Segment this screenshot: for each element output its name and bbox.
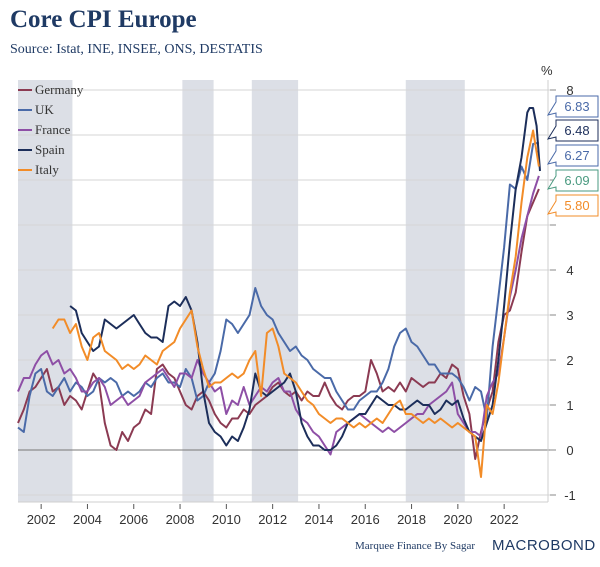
series-line-italy [51,129,540,478]
x-tick-label: 2018 [397,512,426,527]
y-axis-unit: % [541,63,553,78]
y-tick-label: 3 [566,308,573,323]
legend-swatch [18,108,32,112]
x-tick-label: 2008 [166,512,195,527]
x-tick-label: 2002 [27,512,56,527]
y-tick-label: 0 [566,443,573,458]
end-value-label: 6.27 [546,144,599,167]
end-value-label: 6.09 [546,169,599,192]
shaded-period [251,80,299,502]
axes [18,80,556,503]
callout-box [546,144,599,167]
x-tick-label: 2012 [258,512,287,527]
x-tick-label: 2022 [490,512,519,527]
callout-value: 6.09 [564,173,589,188]
legend-item-uk: UK [18,100,74,120]
callout-box [546,194,599,217]
x-axis-ticks: 2002 2004 2006 2008 2010 2012 2014 2016 2018 2020… [27,504,519,527]
shaded-period [182,80,214,502]
y-tick-label: 1 [566,398,573,413]
chart-title: Core CPI Europe [10,6,197,33]
legend-item-italy: Italy [18,160,74,180]
end-value-label: 5.80 [546,194,599,217]
legend-swatch [18,168,32,172]
callout-value: 6.83 [564,99,589,114]
shaded-periods [18,80,465,502]
callout-box [546,119,599,142]
end-value-label: 6.48 [546,119,599,142]
footer-credit: Marquee Finance By Sagar [355,540,476,552]
y-tick-label: 2 [566,353,573,368]
legend: Germany UK France Spain Italy [18,80,83,180]
legend-swatch [18,88,32,92]
callout-value: 6.27 [564,148,589,163]
legend-swatch [18,128,32,132]
y-tick-label: 4 [566,263,573,278]
x-tick-label: 2004 [73,512,102,527]
legend-label: Spain [35,142,65,157]
y-tick-label: -1 [564,488,576,503]
series-lines [17,107,541,478]
y-tick-label: 8 [566,83,573,98]
callout-value: 5.80 [564,198,589,213]
x-tick-label: 2020 [443,512,472,527]
end-value-labels: 6.83 6.48 6.27 6.09 5.80 [546,95,599,217]
legend-item-germany: Germany [18,80,83,100]
series-line-germany [17,188,540,460]
callout-box [546,169,599,192]
macrobond-logo: MACROBOND [492,537,596,554]
legend-item-france: France [18,120,74,140]
legend-item-spain: Spain [18,140,74,160]
x-tick-label: 2016 [351,512,380,527]
series-line-france [17,175,540,456]
legend-label: Italy [35,162,59,177]
legend-label: Germany [35,82,84,97]
callout-value: 6.48 [564,123,589,138]
x-tick-label: 2006 [119,512,148,527]
x-tick-label: 2010 [212,512,241,527]
end-value-label: 6.83 [546,95,599,118]
callout-box [546,95,599,118]
legend-label: UK [35,102,54,117]
legend-label: France [35,122,71,137]
x-tick-label: 2014 [304,512,333,527]
shaded-period [405,80,465,502]
legend-swatch [18,148,32,152]
series-line-uk [17,141,540,433]
chart-subtitle: Source: Istat, INE, INSEE, ONS, DESTATIS [10,42,263,57]
